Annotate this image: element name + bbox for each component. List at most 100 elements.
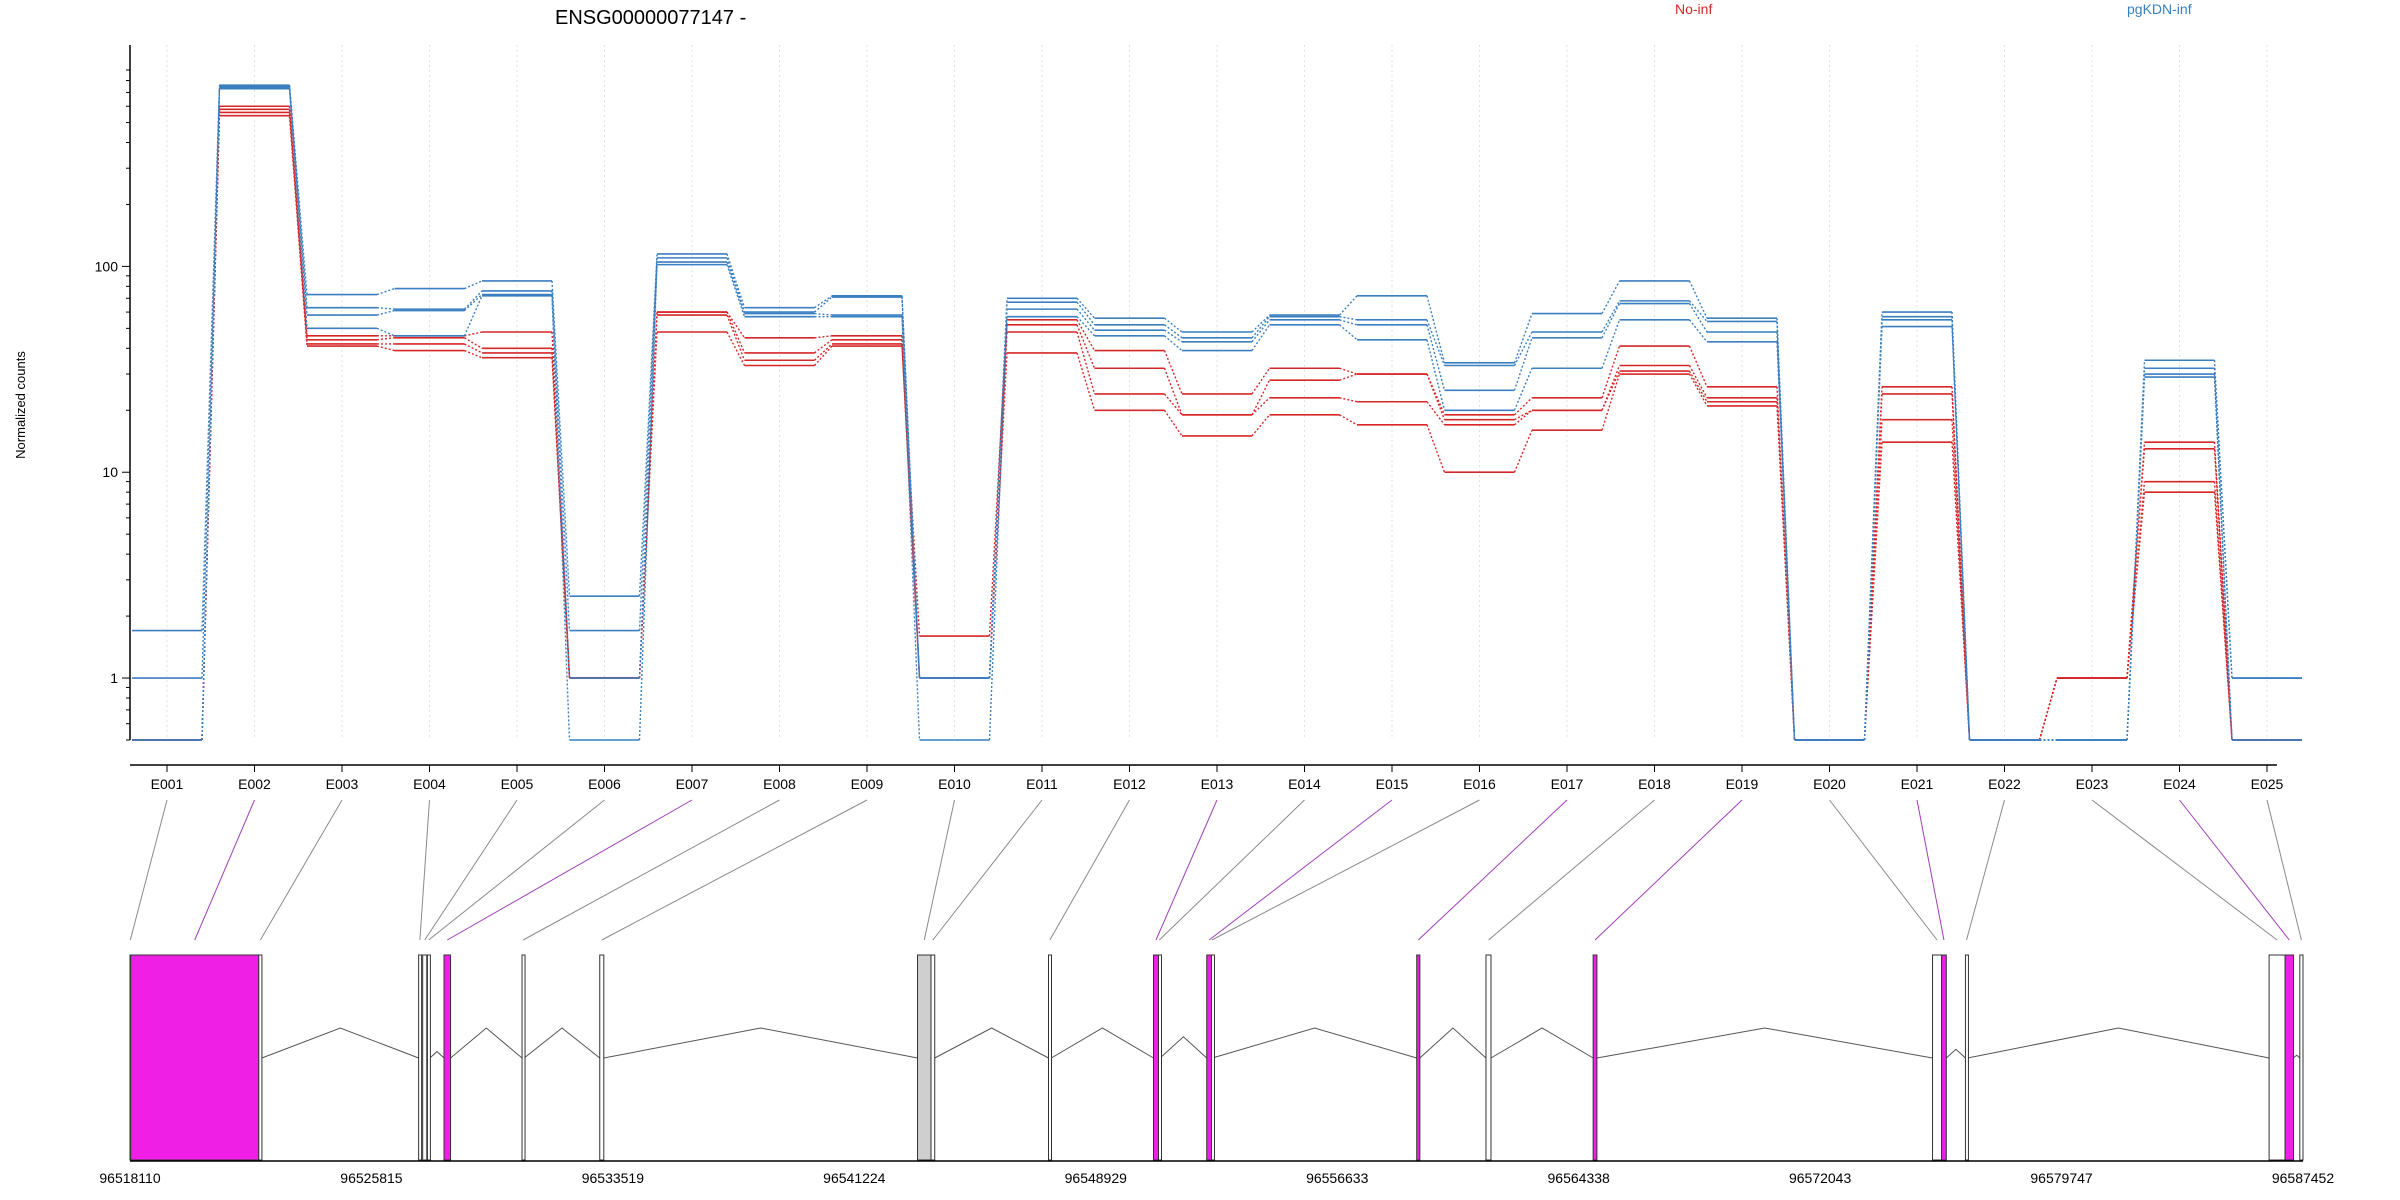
x-tick-label-E006: E006	[588, 776, 621, 792]
genomic-coord-label: 96556633	[1306, 1170, 1369, 1186]
connector-E017	[1601, 373, 1621, 431]
connector-E018	[1688, 373, 1708, 407]
exon-box-E017	[1416, 954, 1421, 1161]
connector-E015	[1426, 295, 1446, 364]
intron-E016	[1212, 1027, 1417, 1059]
connector-E005	[551, 290, 571, 631]
connector-E011	[1076, 319, 1096, 351]
connector-E024	[2213, 448, 2233, 741]
exon-box-E022	[1964, 954, 1969, 1161]
connector-E024	[2213, 373, 2233, 741]
x-tick-label-E019: E019	[1726, 776, 1759, 792]
legend-label-pgkdn-inf: pgKDN-inf	[2127, 1, 2192, 17]
connector-E016	[1513, 337, 1533, 391]
connector-E008	[814, 312, 833, 316]
connector-line-E019	[1594, 799, 1743, 941]
connector-E014	[1339, 324, 1358, 341]
connector-E009	[901, 315, 921, 679]
exon-box-E024	[2284, 954, 2295, 1161]
connector-E016	[1513, 429, 1533, 473]
exon-box-E002	[130, 954, 260, 1161]
connector-E003	[376, 345, 395, 352]
connector-E013	[1251, 324, 1271, 351]
connector-E011	[1076, 316, 1096, 337]
x-tick-label-E001: E001	[151, 776, 184, 792]
connector-E016	[1513, 367, 1533, 411]
y-tick-label: 100	[95, 258, 119, 274]
connector-E012	[1163, 350, 1183, 395]
x-tick-label-E017: E017	[1551, 776, 1584, 792]
connector-line-E018	[1488, 799, 1655, 941]
connector-E003	[376, 309, 395, 316]
connector-E007	[726, 264, 746, 317]
connector-E018	[1688, 303, 1708, 333]
intron-E012	[1051, 1027, 1154, 1059]
x-tick-label-E008: E008	[763, 776, 796, 792]
connector-E005	[551, 280, 571, 597]
connector-line-E007	[447, 799, 693, 941]
legend-label-no-inf: No-inf	[1675, 1, 1712, 17]
connector-E014	[1339, 373, 1358, 381]
genomic-coord-label: 96525815	[340, 1170, 403, 1186]
intron-E019	[1596, 1027, 1933, 1059]
connector-E008	[813, 345, 833, 366]
connector-E006	[638, 264, 658, 741]
connector-E023	[2126, 377, 2146, 741]
exon-box-E016	[1210, 954, 1215, 1161]
x-tick-label-E010: E010	[938, 776, 971, 792]
connector-E016	[1514, 409, 1533, 421]
x-tick-label-E020: E020	[1813, 776, 1846, 792]
connector-E003	[376, 327, 395, 337]
x-tick-label-E011: E011	[1026, 776, 1058, 792]
connector-E022	[2038, 677, 2058, 741]
connector-E004	[463, 295, 483, 337]
connector-E004	[464, 280, 483, 290]
connector-E004	[464, 349, 483, 359]
intron-E007	[450, 1027, 523, 1059]
connector-line-E017	[1417, 799, 1568, 941]
connector-E013	[1251, 379, 1271, 416]
connector-E021	[1951, 326, 1971, 741]
connector-E012	[1164, 317, 1183, 333]
connector-E013	[1251, 414, 1271, 437]
x-tick-label-E021: E021	[1901, 776, 1934, 792]
connector-E011	[1076, 352, 1096, 411]
x-tick-label-E015: E015	[1376, 776, 1409, 792]
connector-E024	[2213, 377, 2233, 741]
exon-connector-lines	[129, 799, 2302, 941]
connector-E024	[2213, 481, 2233, 741]
intron-E009	[603, 1027, 918, 1059]
x-tick-label-E016: E016	[1463, 776, 1496, 792]
connector-E011	[1076, 308, 1096, 331]
genomic-coord-label: 96564338	[1548, 1170, 1611, 1186]
connector-line-E016	[1211, 799, 1480, 941]
exon-box-E007	[443, 954, 452, 1161]
connector-line-E004	[419, 799, 430, 941]
connector-E007	[726, 314, 746, 361]
connector-E007	[726, 257, 746, 313]
connector-line-E022	[1966, 799, 2005, 941]
exon-box-E013	[1152, 954, 1159, 1161]
connector-E012	[1164, 324, 1183, 339]
connector-E018	[1688, 280, 1708, 319]
exon-box-E021	[1941, 954, 1947, 1161]
x-tick-label-E012: E012	[1113, 776, 1146, 792]
connector-E004	[464, 337, 483, 349]
intron-E003	[261, 1027, 419, 1059]
connector-E007	[726, 331, 746, 366]
connector-E010	[988, 316, 1008, 741]
connector-E020	[1863, 442, 1883, 741]
connector-E008	[814, 343, 833, 361]
connector-E007	[726, 311, 746, 354]
connector-E024	[2213, 492, 2233, 741]
connector-line-E009	[601, 799, 868, 941]
connector-E011	[1076, 297, 1096, 319]
connector-E002	[288, 86, 308, 308]
connector-E014	[1339, 367, 1358, 375]
connector-E015	[1426, 339, 1446, 411]
connector-E013	[1251, 397, 1270, 416]
connector-E018	[1688, 365, 1708, 399]
connector-E008	[814, 335, 833, 339]
exon-box-E010	[917, 954, 932, 1161]
exon-box-E020	[1932, 954, 1943, 1161]
